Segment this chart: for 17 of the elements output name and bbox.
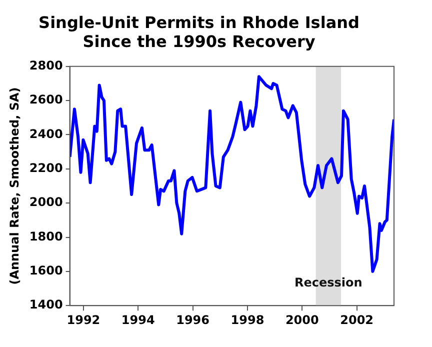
y-tick-label: 2400 xyxy=(29,126,63,141)
x-tick-label: 1994 xyxy=(121,312,155,327)
x-tick-label: 1996 xyxy=(176,312,210,327)
y-tick-label: 2800 xyxy=(29,58,63,73)
chart-title: Single-Unit Permits in Rhode Island Since the 1990s Recovery xyxy=(38,12,360,51)
x-tick-label: 1998 xyxy=(230,312,264,327)
y-tick-label: 1600 xyxy=(29,264,63,278)
y-tick-label: 1800 xyxy=(29,229,63,244)
x-tick-label: 2000 xyxy=(285,312,319,327)
band-label: Recession xyxy=(294,276,362,290)
x-tick-label: 2002 xyxy=(340,312,374,327)
y-tick-label: 2000 xyxy=(29,195,63,210)
y-tick-label: 2600 xyxy=(29,92,63,107)
y-tick-label: 2200 xyxy=(29,161,63,176)
y-axis-title: (Annual Rate, Smoothed, SA) xyxy=(7,87,22,285)
x-tick-label: 1992 xyxy=(66,312,100,327)
y-tick-label: 1400 xyxy=(29,298,63,312)
